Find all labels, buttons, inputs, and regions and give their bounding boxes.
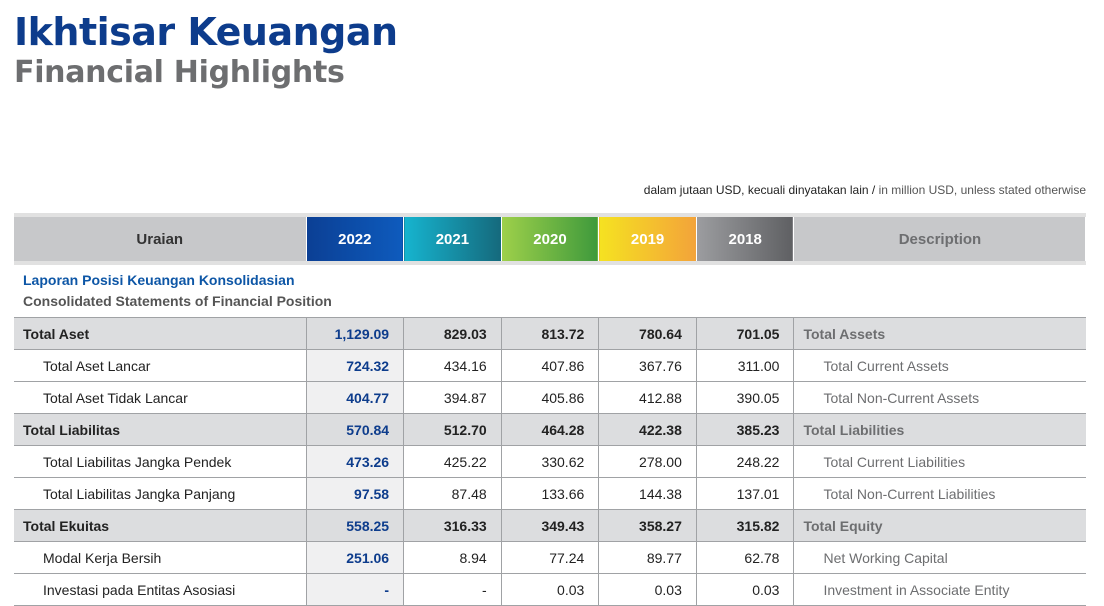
value-cell-2020: 813.72	[501, 317, 600, 350]
section-title-id: Laporan Posisi Keuangan Konsolidasian	[23, 272, 295, 288]
page-title: Ikhtisar Keuangan	[14, 10, 398, 54]
value-cell-2021: 512.70	[403, 413, 502, 446]
value-cell-2021: 87.48	[403, 477, 502, 510]
value-cell-2021: -	[403, 573, 502, 606]
value-cell-2019: 358.27	[598, 509, 697, 542]
value-cell-2020: 330.62	[501, 445, 600, 478]
value-cell-2018: 311.00	[696, 349, 795, 382]
header-year-2020: 2020	[501, 213, 600, 265]
value-cell-2018: 390.05	[696, 381, 795, 414]
table-row: Total Liabilitas Jangka Panjang 97.58 87.4…	[14, 477, 1086, 510]
row-description: Investment in Associate Entity	[793, 573, 1086, 606]
unit-note-id: dalam jutaan USD, kecuali dinyatakan lai…	[643, 183, 869, 197]
value-cell-2020: 133.66	[501, 477, 600, 510]
financial-highlights-table: Uraian 2022 2021 2020 2019 2018 Descript…	[14, 213, 1087, 606]
value-cell-2022: 251.06	[305, 541, 405, 574]
value-cell-2019: 367.76	[598, 349, 697, 382]
value-cell-2022: -	[305, 573, 405, 606]
row-description: Total Non-Current Assets	[793, 381, 1086, 414]
row-label: Investasi pada Entitas Asosiasi	[14, 573, 306, 606]
page-subtitle: Financial Highlights	[14, 55, 345, 90]
value-cell-2019: 412.88	[598, 381, 697, 414]
row-description: Total Current Liabilities	[793, 445, 1086, 478]
value-cell-2018: 315.82	[696, 509, 795, 542]
table-row: Total Aset Lancar 724.32 434.16 407.86 367.7…	[14, 349, 1086, 382]
value-cell-2020: 407.86	[501, 349, 600, 382]
value-cell-2019: 144.38	[598, 477, 697, 510]
row-label: Total Ekuitas	[14, 509, 306, 542]
value-cell-2019: 780.64	[598, 317, 697, 350]
table-row: Total Liabilitas Jangka Pendek 473.26 425.…	[14, 445, 1086, 478]
row-label: Modal Kerja Bersih	[14, 541, 306, 574]
value-cell-2021: 425.22	[403, 445, 502, 478]
table-row: Investasi pada Entitas Asosiasi - -0.03 0.0…	[14, 573, 1086, 606]
value-cell-2021: 829.03	[403, 317, 502, 350]
row-description: Total Equity	[793, 509, 1086, 542]
value-cell-2019: 278.00	[598, 445, 697, 478]
row-description: Net Working Capital	[793, 541, 1086, 574]
header-year-2022: 2022	[306, 213, 405, 265]
value-cell-2019: 0.03	[598, 573, 697, 606]
value-cell-2022: 97.58	[305, 477, 405, 510]
value-cell-2018: 248.22	[696, 445, 795, 478]
value-cell-2018: 385.23	[696, 413, 795, 446]
row-label: Total Liabilitas	[14, 413, 306, 446]
value-cell-2022: 473.26	[305, 445, 405, 478]
value-cell-2021: 434.16	[403, 349, 502, 382]
unit-note-en: in million USD, unless stated otherwise	[878, 183, 1086, 197]
value-cell-2020: 349.43	[501, 509, 600, 542]
value-cell-2019: 422.38	[598, 413, 697, 446]
value-cell-2020: 77.24	[501, 541, 600, 574]
table-row: Total Liabilitas 570.84 512.70 464.28 422.38…	[14, 413, 1086, 446]
header-uraian: Uraian	[14, 213, 307, 265]
table-row: Total Aset Tidak Lancar 404.77 394.87 405.8…	[14, 381, 1086, 414]
row-description: Total Non-Current Liabilities	[793, 477, 1086, 510]
row-description: Total Liabilities	[793, 413, 1086, 446]
row-label: Total Liabilitas Jangka Pendek	[14, 445, 306, 478]
table-row: Modal Kerja Bersih 251.06 8.94 77.24 89.77 62…	[14, 541, 1086, 574]
row-description: Total Current Assets	[793, 349, 1086, 382]
table-row: Total Aset 1,129.09 829.03 813.72 780.64 701.…	[14, 317, 1086, 350]
row-label: Total Aset	[14, 317, 306, 350]
row-description: Total Assets	[793, 317, 1086, 350]
section-heading: Laporan Posisi Keuangan Konsolidasian Co…	[14, 263, 1086, 318]
value-cell-2018: 62.78	[696, 541, 795, 574]
value-cell-2020: 464.28	[501, 413, 600, 446]
header-year-2021: 2021	[403, 213, 502, 265]
section-title-en: Consolidated Statements of Financial Pos…	[23, 293, 332, 309]
value-cell-2021: 8.94	[403, 541, 502, 574]
header-description: Description	[793, 213, 1087, 265]
value-cell-2018: 0.03	[696, 573, 795, 606]
value-cell-2021: 394.87	[403, 381, 502, 414]
table-row: Total Ekuitas 558.25 316.33 349.43 358.27 315…	[14, 509, 1086, 542]
row-label: Total Liabilitas Jangka Panjang	[14, 477, 306, 510]
section-row: Laporan Posisi Keuangan Konsolidasian Co…	[14, 263, 1086, 318]
value-cell-2019: 89.77	[598, 541, 697, 574]
value-cell-2022: 570.84	[305, 413, 405, 446]
value-cell-2021: 316.33	[403, 509, 502, 542]
table-header-row: Uraian 2022 2021 2020 2019 2018 Descript…	[14, 213, 1087, 265]
unit-note: dalam jutaan USD, kecuali dinyatakan lai…	[644, 183, 1086, 197]
value-cell-2018: 701.05	[696, 317, 795, 350]
header-year-2018: 2018	[696, 213, 795, 265]
header-year-2019: 2019	[598, 213, 697, 265]
value-cell-2018: 137.01	[696, 477, 795, 510]
row-label: Total Aset Lancar	[14, 349, 306, 382]
row-label: Total Aset Tidak Lancar	[14, 381, 306, 414]
value-cell-2022: 404.77	[305, 381, 405, 414]
value-cell-2022: 724.32	[305, 349, 405, 382]
value-cell-2022: 558.25	[305, 509, 405, 542]
value-cell-2022: 1,129.09	[305, 317, 405, 350]
value-cell-2020: 0.03	[501, 573, 600, 606]
value-cell-2020: 405.86	[501, 381, 600, 414]
unit-note-separator: /	[868, 183, 879, 197]
